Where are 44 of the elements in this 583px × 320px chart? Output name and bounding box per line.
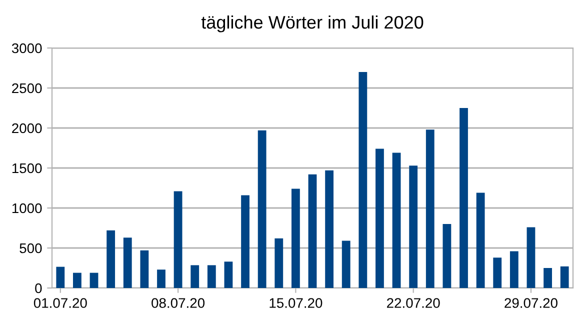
bar (325, 170, 334, 288)
bar (56, 266, 65, 288)
bar (544, 268, 552, 288)
x-tick-label: 08.07.20 (152, 298, 205, 308)
bar (392, 152, 401, 288)
bar (426, 130, 434, 288)
bar (140, 250, 149, 288)
y-tick-label: 2500 (12, 83, 42, 94)
y-tick-label: 3000 (12, 43, 42, 54)
y-tick-label: 2000 (12, 123, 42, 134)
bar (308, 174, 317, 288)
bar (291, 188, 300, 288)
bar (510, 251, 518, 288)
bar (342, 240, 350, 288)
y-tick-label: 0 (35, 283, 42, 294)
bar (560, 266, 569, 288)
bar (207, 265, 216, 288)
bar (274, 238, 284, 288)
bar (442, 224, 452, 288)
bar (73, 272, 82, 288)
bar (90, 272, 98, 288)
bar (460, 108, 468, 288)
bar (258, 130, 266, 288)
bar (476, 192, 485, 288)
chart-title: tägliche Wörter im Juli 2020 (201, 15, 424, 32)
x-tick-label: 29.07.20 (504, 298, 558, 308)
y-tick-label: 500 (20, 243, 42, 254)
bar (123, 238, 132, 288)
bar (493, 258, 502, 288)
bar (409, 166, 418, 288)
bar (358, 72, 368, 288)
bar (174, 191, 182, 288)
y-tick-label: 1500 (12, 163, 42, 174)
bar (224, 262, 233, 288)
bar (190, 265, 200, 288)
x-tick-label: 01.07.20 (34, 298, 87, 308)
bar (241, 195, 250, 288)
bar (376, 148, 384, 288)
y-tick-label: 1000 (12, 203, 42, 214)
bar (526, 227, 536, 288)
x-tick-label: 15.07.20 (270, 298, 322, 308)
bar (106, 230, 116, 288)
x-tick-label: 22.07.20 (387, 298, 440, 308)
bar (157, 270, 166, 288)
